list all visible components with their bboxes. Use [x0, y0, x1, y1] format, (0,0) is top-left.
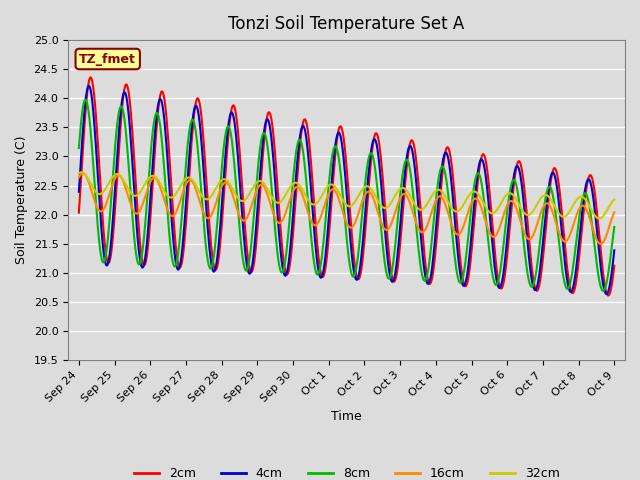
- Y-axis label: Soil Temperature (C): Soil Temperature (C): [15, 136, 28, 264]
- 8cm: [171, 264, 179, 269]
- 32cm: [595, 216, 603, 221]
- 16cm: [597, 241, 605, 247]
- 8cm: [81, 97, 89, 103]
- 4cm: [479, 158, 487, 164]
- 2cm: [214, 263, 221, 269]
- Text: TZ_fmet: TZ_fmet: [79, 52, 136, 65]
- 32cm: [433, 187, 441, 193]
- Line: 32cm: 32cm: [79, 172, 614, 218]
- 32cm: [77, 169, 85, 175]
- 16cm: [75, 174, 83, 180]
- Line: 2cm: 2cm: [79, 77, 614, 296]
- 2cm: [611, 263, 618, 269]
- 4cm: [214, 253, 221, 259]
- 32cm: [214, 183, 221, 189]
- 8cm: [433, 185, 441, 191]
- 2cm: [433, 228, 441, 234]
- 2cm: [86, 74, 94, 80]
- 16cm: [79, 170, 86, 176]
- 4cm: [75, 189, 83, 195]
- 8cm: [318, 253, 326, 259]
- 4cm: [611, 247, 618, 253]
- 8cm: [392, 242, 399, 248]
- 4cm: [171, 250, 179, 256]
- 4cm: [392, 270, 399, 276]
- 8cm: [600, 288, 607, 294]
- 16cm: [214, 195, 221, 201]
- 2cm: [604, 293, 612, 299]
- 32cm: [75, 170, 83, 176]
- 32cm: [611, 197, 618, 203]
- 4cm: [602, 291, 610, 297]
- 32cm: [392, 192, 399, 198]
- Line: 4cm: 4cm: [79, 85, 614, 294]
- 16cm: [171, 212, 179, 217]
- X-axis label: Time: Time: [332, 410, 362, 423]
- 4cm: [85, 83, 93, 88]
- 32cm: [479, 199, 487, 205]
- 2cm: [479, 151, 487, 157]
- Title: Tonzi Soil Temperature Set A: Tonzi Soil Temperature Set A: [228, 15, 465, 33]
- 16cm: [318, 210, 326, 216]
- 2cm: [171, 228, 179, 234]
- 8cm: [611, 224, 618, 230]
- 2cm: [75, 210, 83, 216]
- 16cm: [392, 209, 399, 215]
- Legend: 2cm, 4cm, 8cm, 16cm, 32cm: 2cm, 4cm, 8cm, 16cm, 32cm: [129, 462, 564, 480]
- Line: 8cm: 8cm: [79, 100, 614, 291]
- 2cm: [392, 277, 399, 283]
- 4cm: [318, 274, 326, 279]
- 8cm: [214, 218, 221, 224]
- 2cm: [318, 274, 326, 279]
- 8cm: [479, 189, 487, 195]
- 16cm: [611, 209, 618, 215]
- 8cm: [75, 145, 83, 151]
- 16cm: [433, 195, 441, 201]
- Line: 16cm: 16cm: [79, 173, 614, 244]
- 32cm: [318, 192, 326, 198]
- 32cm: [171, 192, 179, 198]
- 16cm: [479, 209, 487, 215]
- 4cm: [433, 211, 441, 216]
